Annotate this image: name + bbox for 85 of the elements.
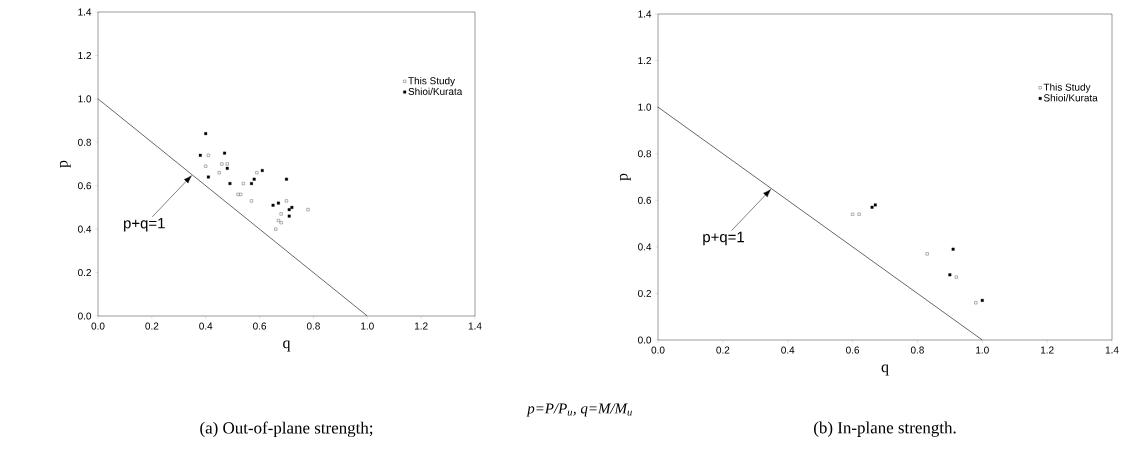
y-tick-label: 0.0 <box>638 336 652 344</box>
text: (b) In-plane strength. <box>814 421 956 437</box>
y-tick-label: 0.2 <box>638 289 651 297</box>
y-tick-label: 0.0 <box>78 312 92 320</box>
point <box>857 212 861 216</box>
x-tick-label: 1.2 <box>1041 346 1054 354</box>
x-tick-label: 0.4 <box>781 346 795 354</box>
point <box>228 182 232 185</box>
x-tick-label: 0.4 <box>199 322 213 330</box>
point <box>252 177 256 181</box>
point <box>287 214 291 218</box>
legend-label: Shioi/Kurata <box>408 87 463 95</box>
point <box>290 205 294 209</box>
x-tick-label: 0.8 <box>910 346 924 354</box>
legend-label: This Study <box>408 76 456 87</box>
point <box>287 208 291 212</box>
point <box>954 275 958 279</box>
point <box>306 208 310 212</box>
x-axis-title: q <box>881 364 889 376</box>
point <box>225 166 229 170</box>
point <box>974 301 978 305</box>
y-tick-label: 0.6 <box>78 182 92 190</box>
point <box>980 298 984 302</box>
y-tick-label: 1.4 <box>638 10 652 18</box>
x-tick-label: 1.0 <box>976 346 989 354</box>
point <box>951 247 955 251</box>
point <box>260 169 264 172</box>
x-tick-label: 1.4 <box>1105 346 1119 354</box>
point <box>225 162 229 166</box>
point <box>276 219 280 222</box>
y-tick-label: 1.4 <box>78 8 92 16</box>
point <box>948 273 952 277</box>
point <box>285 199 288 203</box>
point <box>873 203 877 207</box>
point <box>271 203 275 207</box>
text: (a) Out-of-plane strength; <box>200 421 373 438</box>
point <box>217 171 221 175</box>
point <box>250 182 253 185</box>
point <box>198 153 202 157</box>
point <box>274 227 278 231</box>
y-tick-label: 0.4 <box>78 225 92 233</box>
x-tick-label: 1.4 <box>468 322 482 330</box>
y-axis-title: p <box>619 173 631 181</box>
x-tick-label: 0.6 <box>846 346 860 354</box>
legend-label: This Study <box>1043 83 1091 93</box>
legend-label: Shioi/Kurata <box>1043 94 1098 102</box>
x-tick-label: 0.2 <box>145 322 159 330</box>
point <box>279 221 283 225</box>
point <box>851 212 855 216</box>
point <box>204 132 208 136</box>
y-tick-label: 1.0 <box>638 103 652 111</box>
x-tick-label: 0.2 <box>716 346 730 354</box>
y-tick-label: 0.4 <box>638 243 652 251</box>
point <box>206 175 210 179</box>
annotation: p+q=1 <box>124 218 165 232</box>
point <box>239 192 243 196</box>
x-tick-label: 1.2 <box>414 322 428 330</box>
y-tick-label: 0.6 <box>638 196 652 204</box>
y-tick-label: 0.8 <box>78 138 92 146</box>
point <box>241 182 245 185</box>
x-axis-title: q <box>283 340 291 352</box>
point <box>925 252 929 256</box>
point <box>279 212 283 216</box>
x-tick-label: 0.0 <box>91 322 105 330</box>
point <box>250 199 253 203</box>
y-tick-label: 0.2 <box>78 269 91 277</box>
y-tick-label: 1.0 <box>78 95 92 103</box>
point <box>220 162 224 166</box>
x-tick-label: 0.0 <box>651 346 665 354</box>
y-tick-label: 1.2 <box>638 57 651 65</box>
point <box>285 177 288 181</box>
point <box>255 171 259 175</box>
point <box>204 164 208 168</box>
x-tick-label: 1.0 <box>361 322 374 330</box>
point <box>223 151 227 155</box>
annotation: p+q=1 <box>703 231 744 246</box>
x-tick-label: 0.6 <box>253 322 267 330</box>
x-tick-label: 0.8 <box>306 322 320 330</box>
y-tick-label: 0.8 <box>638 150 652 158</box>
point <box>206 153 210 157</box>
point <box>236 192 240 196</box>
y-tick-label: 1.2 <box>78 51 91 59</box>
point <box>276 201 280 205</box>
text: p=P/P$_{u}$, q=M/M$_{u}$ <box>526 403 632 417</box>
y-axis-title: p <box>59 160 71 168</box>
